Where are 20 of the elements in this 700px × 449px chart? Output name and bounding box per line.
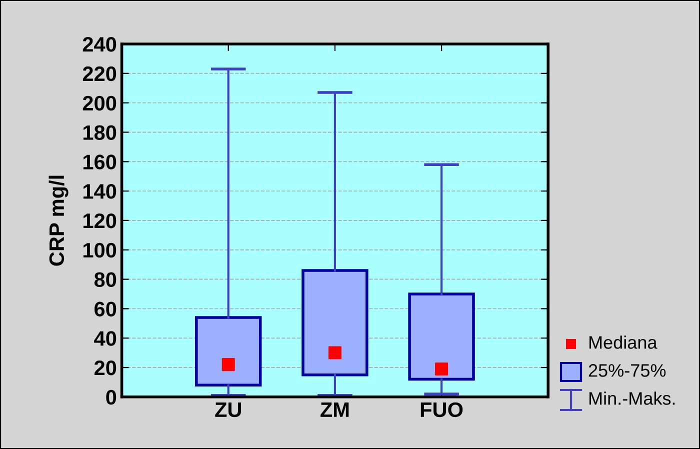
y-tick-label: 0 <box>106 390 116 405</box>
y-tick-label: 180 <box>83 125 116 140</box>
x-tick-label: FUO <box>420 402 463 418</box>
y-axis-title: CRP mg/l <box>48 176 68 266</box>
y-tick-label: 80 <box>94 272 116 288</box>
x-tick-label: ZU <box>215 402 241 418</box>
y-tick-label: 240 <box>82 37 116 52</box>
x-tick-label: ZM <box>320 402 349 417</box>
y-tick-label: 200 <box>82 96 116 111</box>
y-tick-label: 60 <box>94 302 116 316</box>
y-tick-label: 220 <box>82 66 116 82</box>
y-tick-label: 120 <box>83 213 116 228</box>
y-tick-label: 40 <box>94 331 116 346</box>
text: Min.-Maks. <box>589 392 675 405</box>
text: Mediana <box>589 336 658 349</box>
text: 25%-75% <box>588 364 666 377</box>
y-tick-label: 20 <box>94 360 116 376</box>
y-tick-label: 100 <box>83 242 116 258</box>
y-tick-label: 160 <box>83 154 116 170</box>
y-tick-label: 140 <box>83 184 116 199</box>
